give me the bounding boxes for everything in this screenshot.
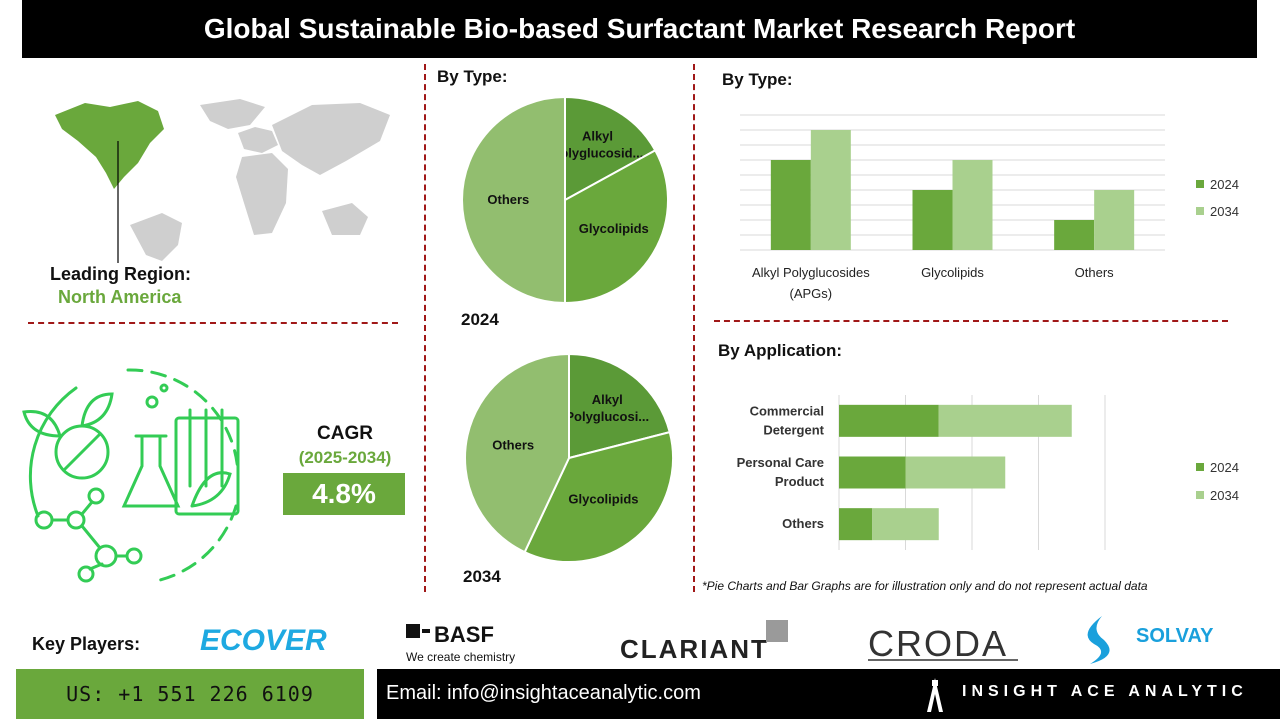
legend-label-2024: 2024 <box>1210 177 1239 192</box>
bar-app-heading: By Application: <box>718 341 843 360</box>
type-category-label: Alkyl Polyglucosides <box>752 265 870 280</box>
app-category-label: Detergent <box>763 422 824 437</box>
pie-label-2024-0: Polyglucosid... <box>552 146 644 161</box>
legend-label-2034: 2034 <box>1210 204 1239 219</box>
solvay-logo: SOLVAY <box>1136 625 1214 647</box>
app-category-label: Others <box>782 516 824 531</box>
page-title: Global Sustainable Bio-based Surfactant … <box>22 0 1257 58</box>
pie-label-2024-1: Glycolipids <box>579 221 649 236</box>
clariant-logo: CLARIANT <box>620 634 769 664</box>
pie-slice-2034-2 <box>464 352 570 554</box>
type-bar-2024-2 <box>1054 220 1095 250</box>
bio-chemistry-illustration <box>22 368 240 583</box>
brand-name: INSIGHT ACE ANALYTIC <box>962 683 1248 700</box>
flask-icon <box>121 434 181 508</box>
basf-tagline: We create chemistry <box>406 650 515 664</box>
phone-contact: US: +1 551 226 6109 <box>16 669 364 719</box>
type-category-label: Others <box>1075 265 1115 280</box>
type-category-label: Glycolipids <box>921 265 984 280</box>
leaf-icon <box>80 392 114 428</box>
small-leaf-icon <box>190 471 232 508</box>
basf-logo-mark <box>406 624 420 638</box>
pie-label-2034-1: Glycolipids <box>568 492 638 507</box>
pie-slice-2034-0 <box>568 352 671 460</box>
type-bar-2024-0 <box>770 160 811 250</box>
basf-logo: BASF <box>434 622 494 647</box>
pie-slice-2034-1 <box>523 430 674 563</box>
type-bar-2024-1 <box>912 190 953 250</box>
pie-chart-2024: Alkyl Polyglucosid... Glycolipids Others <box>461 95 669 305</box>
type-category-label: (APGs) <box>790 286 833 301</box>
key-player-logos: ECOVER BASF We create chemistry CLARIANT… <box>200 616 1214 664</box>
world-map <box>55 99 390 263</box>
legend-swatch-2034 <box>1196 207 1204 215</box>
app-bar-2024-1 <box>839 456 906 489</box>
ecover-logo: ECOVER <box>200 624 327 657</box>
app-bar-2024-2 <box>839 508 873 541</box>
pie-section-heading: By Type: <box>437 67 508 86</box>
app-legend-swatch-2024 <box>1196 463 1204 471</box>
legend-swatch-2024 <box>1196 180 1204 188</box>
pie-year-2034: 2034 <box>463 567 501 586</box>
illustration-note: *Pie Charts and Bar Graphs are for illus… <box>702 579 1148 593</box>
croda-logo: CRODA <box>868 623 1008 664</box>
solvay-logo-mark <box>1087 616 1110 664</box>
pie-slice-2024-1 <box>564 149 669 305</box>
app-category-label: Personal Care <box>737 455 824 470</box>
type-bar-2034-1 <box>952 160 993 250</box>
app-bar-2034-1 <box>905 456 1006 489</box>
app-category-label: Commercial <box>750 403 824 418</box>
clariant-logo-mark <box>766 620 788 642</box>
world-map-continents <box>130 99 390 261</box>
bar-chart-by-type: Alkyl Polyglucosides (APGs) Glycolipids Oth… <box>740 114 1239 301</box>
dashed-arc-icon <box>126 368 240 476</box>
pie-year-2024: 2024 <box>461 310 499 329</box>
bar-chart-by-application: Commercial Detergent Personal Care Product O… <box>737 395 1239 550</box>
cagr-value: 4.8% <box>283 473 405 515</box>
app-legend-label-2034: 2034 <box>1210 488 1239 503</box>
leading-region-label: Leading Region: <box>50 264 191 284</box>
type-bar-2034-2 <box>1094 190 1135 250</box>
pie-label-2034-0: Alkyl <box>592 392 623 407</box>
right-divider <box>693 64 695 592</box>
middle-divider <box>424 64 426 592</box>
north-america-shape <box>55 101 164 189</box>
app-legend-label-2024: 2024 <box>1210 460 1239 475</box>
pie-slice-2024-2 <box>461 95 566 305</box>
brand-logo-icon <box>927 678 943 712</box>
cagr-label: CAGR <box>317 423 373 444</box>
pie-label-2034-0: Polyglucosi... <box>565 409 649 424</box>
pie-label-2034-2: Others <box>492 438 534 453</box>
type-bar-2034-0 <box>810 130 851 250</box>
pie-chart-2034: Alkyl Polyglucosi... Glycolipids Others <box>464 352 674 563</box>
cagr-period: (2025-2034) <box>298 448 392 467</box>
app-legend-swatch-2034 <box>1196 491 1204 499</box>
app-bar-2034-2 <box>872 508 939 541</box>
left-divider <box>28 322 398 324</box>
email-bar <box>377 669 1280 719</box>
molecule-icon <box>34 510 54 530</box>
pie-slice-2024-0 <box>564 95 657 202</box>
key-players-label: Key Players: <box>32 634 141 654</box>
app-bar-2034-0 <box>938 404 1072 437</box>
pie-label-2024-2: Others <box>487 192 529 207</box>
bar-type-heading: By Type: <box>722 70 793 89</box>
app-category-label: Product <box>775 474 825 489</box>
pie-label-2024-0: Alkyl <box>582 129 613 144</box>
app-bar-2024-0 <box>839 404 939 437</box>
email-contact[interactable]: Email: info@insightaceanalytic.com <box>386 682 701 704</box>
leading-region-value: North America <box>58 287 182 307</box>
right-horizontal-divider <box>714 320 1228 322</box>
